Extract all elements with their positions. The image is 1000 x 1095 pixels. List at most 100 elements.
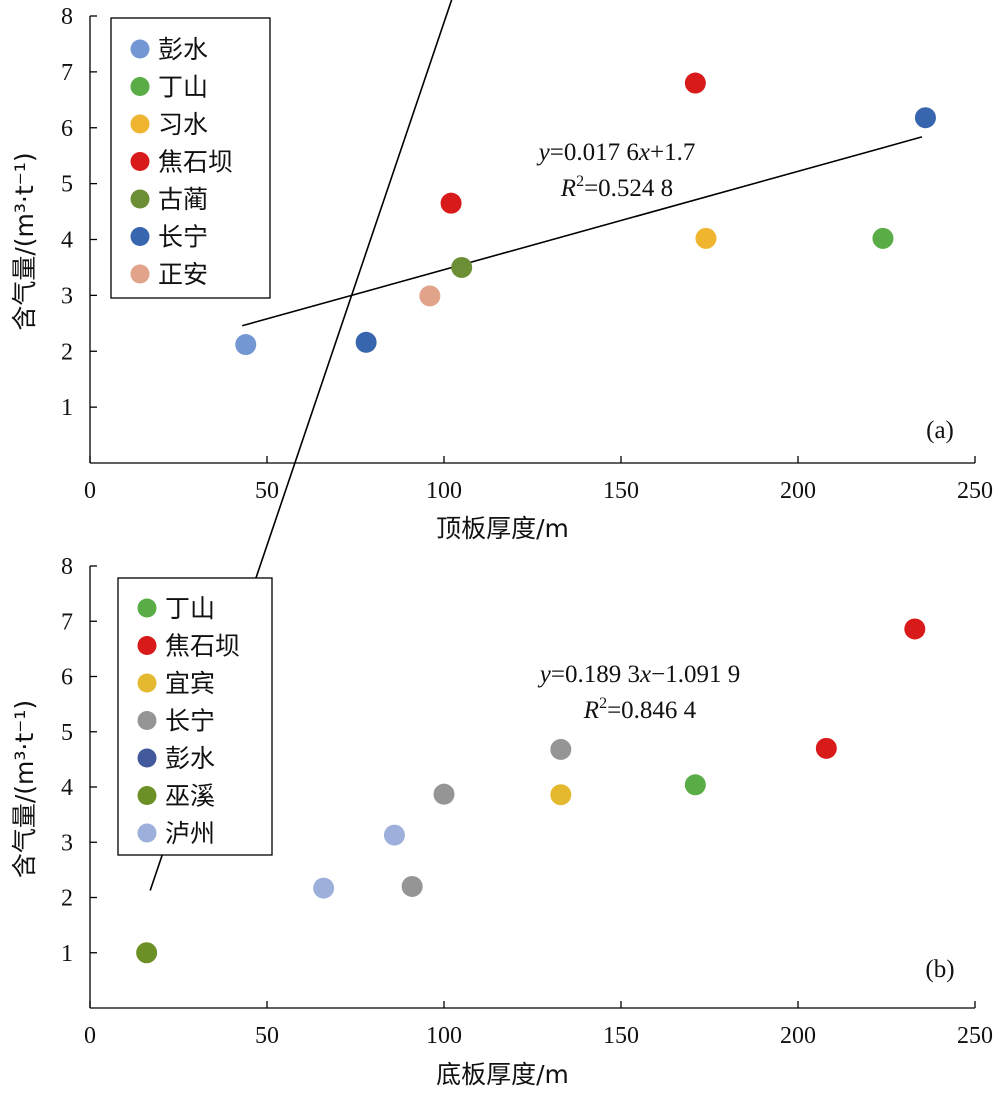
y-tick-label: 4 bbox=[61, 775, 73, 801]
legend-marker bbox=[130, 39, 150, 59]
y-tick-label: 2 bbox=[61, 339, 73, 365]
data-point bbox=[433, 783, 455, 805]
chart-panel-a: 0 50 100 150 200 250 1 2 3 4 5 6 7 8 顶板厚度/m 含气量/(m³·t⁻¹… bbox=[10, 4, 993, 543]
legend-marker bbox=[137, 823, 157, 843]
legend-marker bbox=[137, 711, 157, 730]
x-tick-label: 250 bbox=[957, 478, 993, 504]
y-tick-label: 3 bbox=[61, 830, 73, 856]
data-point bbox=[914, 107, 936, 129]
x-tick-label: 100 bbox=[426, 1023, 462, 1049]
legend-marker bbox=[130, 152, 150, 171]
panel-label: (a) bbox=[926, 417, 954, 444]
y-tick-label: 6 bbox=[61, 665, 73, 691]
y-tick-label: 7 bbox=[61, 60, 73, 86]
equation-intercept: +1.7 bbox=[650, 139, 695, 166]
r-squared-line: R2=0.846 4 bbox=[583, 695, 697, 724]
y-tick-label: 8 bbox=[61, 554, 73, 580]
data-point bbox=[440, 192, 462, 214]
equation-intercept: −1.091 9 bbox=[651, 661, 740, 688]
x-tick-label: 0 bbox=[84, 478, 96, 504]
equation-y-var: y bbox=[537, 661, 552, 688]
x-tick-label: 200 bbox=[780, 478, 816, 504]
equation-x-var: x bbox=[638, 139, 650, 166]
legend-marker bbox=[137, 786, 157, 805]
regression-equation: y=0.017 6x+1.7 R2=0.524 8 bbox=[536, 139, 696, 202]
r-squared-value: =0.524 8 bbox=[584, 175, 673, 202]
data-point bbox=[451, 256, 473, 278]
r-squared-label: R bbox=[583, 697, 599, 724]
equation-coef: =0.189 3 bbox=[551, 661, 640, 688]
y-tick-label: 7 bbox=[61, 609, 73, 635]
equation-coef: =0.017 6 bbox=[550, 139, 639, 166]
r-squared-sup: 2 bbox=[576, 173, 584, 190]
legend-marker bbox=[130, 264, 150, 284]
y-tick-label: 8 bbox=[61, 4, 73, 30]
panel-label: (b) bbox=[925, 956, 954, 983]
data-point bbox=[235, 334, 257, 356]
legend-marker bbox=[130, 77, 150, 96]
data-point bbox=[401, 875, 423, 897]
data-point bbox=[815, 737, 837, 759]
legend-label: 彭水 bbox=[158, 35, 208, 64]
x-tick-label: 0 bbox=[84, 1023, 96, 1049]
legend-label: 古蔺 bbox=[158, 185, 208, 214]
chart-panel-b: 0 50 100 150 200 250 1 2 3 4 5 6 7 8 底板厚度/m 含气量/(m³·t⁻¹… bbox=[10, 0, 993, 1089]
trend-line bbox=[242, 136, 923, 327]
legend-label: 彭水 bbox=[165, 744, 215, 773]
legend-label: 巫溪 bbox=[165, 782, 215, 811]
y-axis-title: 含气量/(m³·t⁻¹) bbox=[10, 152, 39, 330]
x-axis-title: 底板厚度/m bbox=[436, 1060, 569, 1089]
y-tick-label: 6 bbox=[61, 116, 73, 142]
legend-label: 正安 bbox=[158, 260, 208, 289]
legend-marker bbox=[137, 598, 157, 618]
x-tick-label: 150 bbox=[603, 478, 639, 504]
data-point bbox=[313, 877, 335, 899]
legend-label: 习水 bbox=[158, 110, 208, 139]
r-squared-sup: 2 bbox=[599, 695, 607, 712]
legend-marker bbox=[137, 748, 157, 768]
y-tick-label: 3 bbox=[61, 283, 73, 309]
data-point bbox=[355, 331, 377, 353]
legend-label: 丁山 bbox=[165, 594, 215, 623]
y-tick-label: 2 bbox=[61, 886, 73, 912]
x-tick-label: 100 bbox=[426, 478, 462, 504]
legend-marker bbox=[130, 189, 150, 209]
legend-marker bbox=[137, 636, 157, 655]
x-tick-label: 200 bbox=[780, 1023, 816, 1049]
y-tick-label: 4 bbox=[61, 228, 73, 254]
legend-label: 焦石坝 bbox=[165, 632, 240, 661]
data-point bbox=[383, 824, 405, 846]
x-tick-label: 50 bbox=[255, 478, 279, 504]
data-point bbox=[550, 738, 572, 760]
regression-equation: y=0.189 3x−1.091 9 R2=0.846 4 bbox=[537, 661, 740, 724]
equation-y-var: y bbox=[536, 139, 551, 166]
legend-label: 长宁 bbox=[158, 223, 208, 252]
legend-marker bbox=[130, 227, 150, 246]
legend-label: 焦石坝 bbox=[158, 148, 233, 177]
legend-label: 丁山 bbox=[158, 73, 208, 102]
data-point bbox=[136, 942, 158, 964]
legend-label: 长宁 bbox=[165, 707, 215, 736]
r-squared-line: R2=0.524 8 bbox=[560, 173, 673, 202]
y-axis-title: 含气量/(m³·t⁻¹) bbox=[10, 700, 39, 878]
data-point bbox=[684, 774, 706, 796]
y-tick-label: 1 bbox=[61, 395, 73, 421]
x-tick-label: 150 bbox=[603, 1023, 639, 1049]
legend-label: 宜宾 bbox=[165, 669, 215, 698]
legend-label: 泸州 bbox=[165, 819, 215, 848]
data-point bbox=[904, 618, 926, 640]
y-tick-label: 1 bbox=[61, 941, 73, 967]
r-squared-label: R bbox=[560, 175, 576, 202]
y-tick-label: 5 bbox=[61, 720, 73, 746]
x-axis-title: 顶板厚度/m bbox=[436, 514, 569, 543]
legend-marker bbox=[130, 114, 150, 134]
legend-marker bbox=[137, 673, 157, 693]
data-point bbox=[550, 784, 572, 806]
data-point bbox=[695, 227, 717, 249]
x-tick-label: 250 bbox=[957, 1023, 993, 1049]
data-point bbox=[419, 285, 441, 307]
data-point bbox=[872, 227, 894, 249]
